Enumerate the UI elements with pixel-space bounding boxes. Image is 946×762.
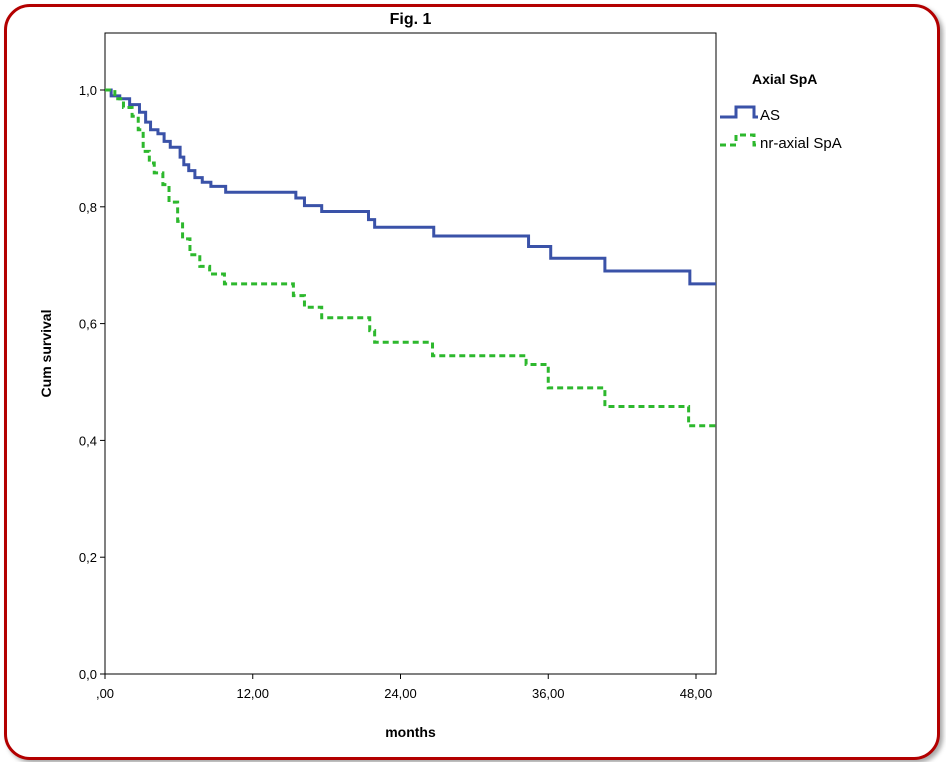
- plot-area: [104, 32, 717, 675]
- series-line-nr-axial-spa: [105, 88, 716, 428]
- y-tick-label: 1,0: [79, 83, 97, 98]
- y-tick-label: 0,6: [79, 317, 97, 332]
- chart-title: Fig. 1: [390, 11, 432, 28]
- legend: Axial SpA AS nr-axial SpA: [720, 71, 842, 152]
- legend-swatch: [720, 133, 758, 147]
- y-tick-label: 0,8: [79, 200, 97, 215]
- figure-frame: [4, 4, 940, 760]
- y-axis-title: Cum survival: [38, 310, 54, 398]
- x-axis: ,00 12,00 24,00 36,00 48,00: [96, 674, 712, 701]
- x-tick-label: 12,00: [236, 686, 269, 701]
- y-tick-label: 0,0: [79, 667, 97, 682]
- x-axis-title: months: [385, 724, 436, 740]
- legend-swatch: [720, 105, 758, 119]
- y-axis: 0,0 0,2 0,4 0,6 0,8 1,0: [79, 83, 105, 682]
- x-tick-label: 36,00: [532, 686, 565, 701]
- y-tick-label: 0,2: [79, 550, 97, 565]
- x-tick-label: 24,00: [384, 686, 417, 701]
- legend-title: Axial SpA: [752, 71, 817, 87]
- legend-label: nr-axial SpA: [760, 135, 842, 152]
- legend-label: AS: [760, 107, 780, 124]
- series-line-as: [105, 88, 716, 286]
- x-tick-label: 48,00: [680, 686, 713, 701]
- y-tick-label: 0,4: [79, 433, 97, 448]
- x-tick-label: ,00: [96, 686, 114, 701]
- series-layer: [105, 88, 716, 428]
